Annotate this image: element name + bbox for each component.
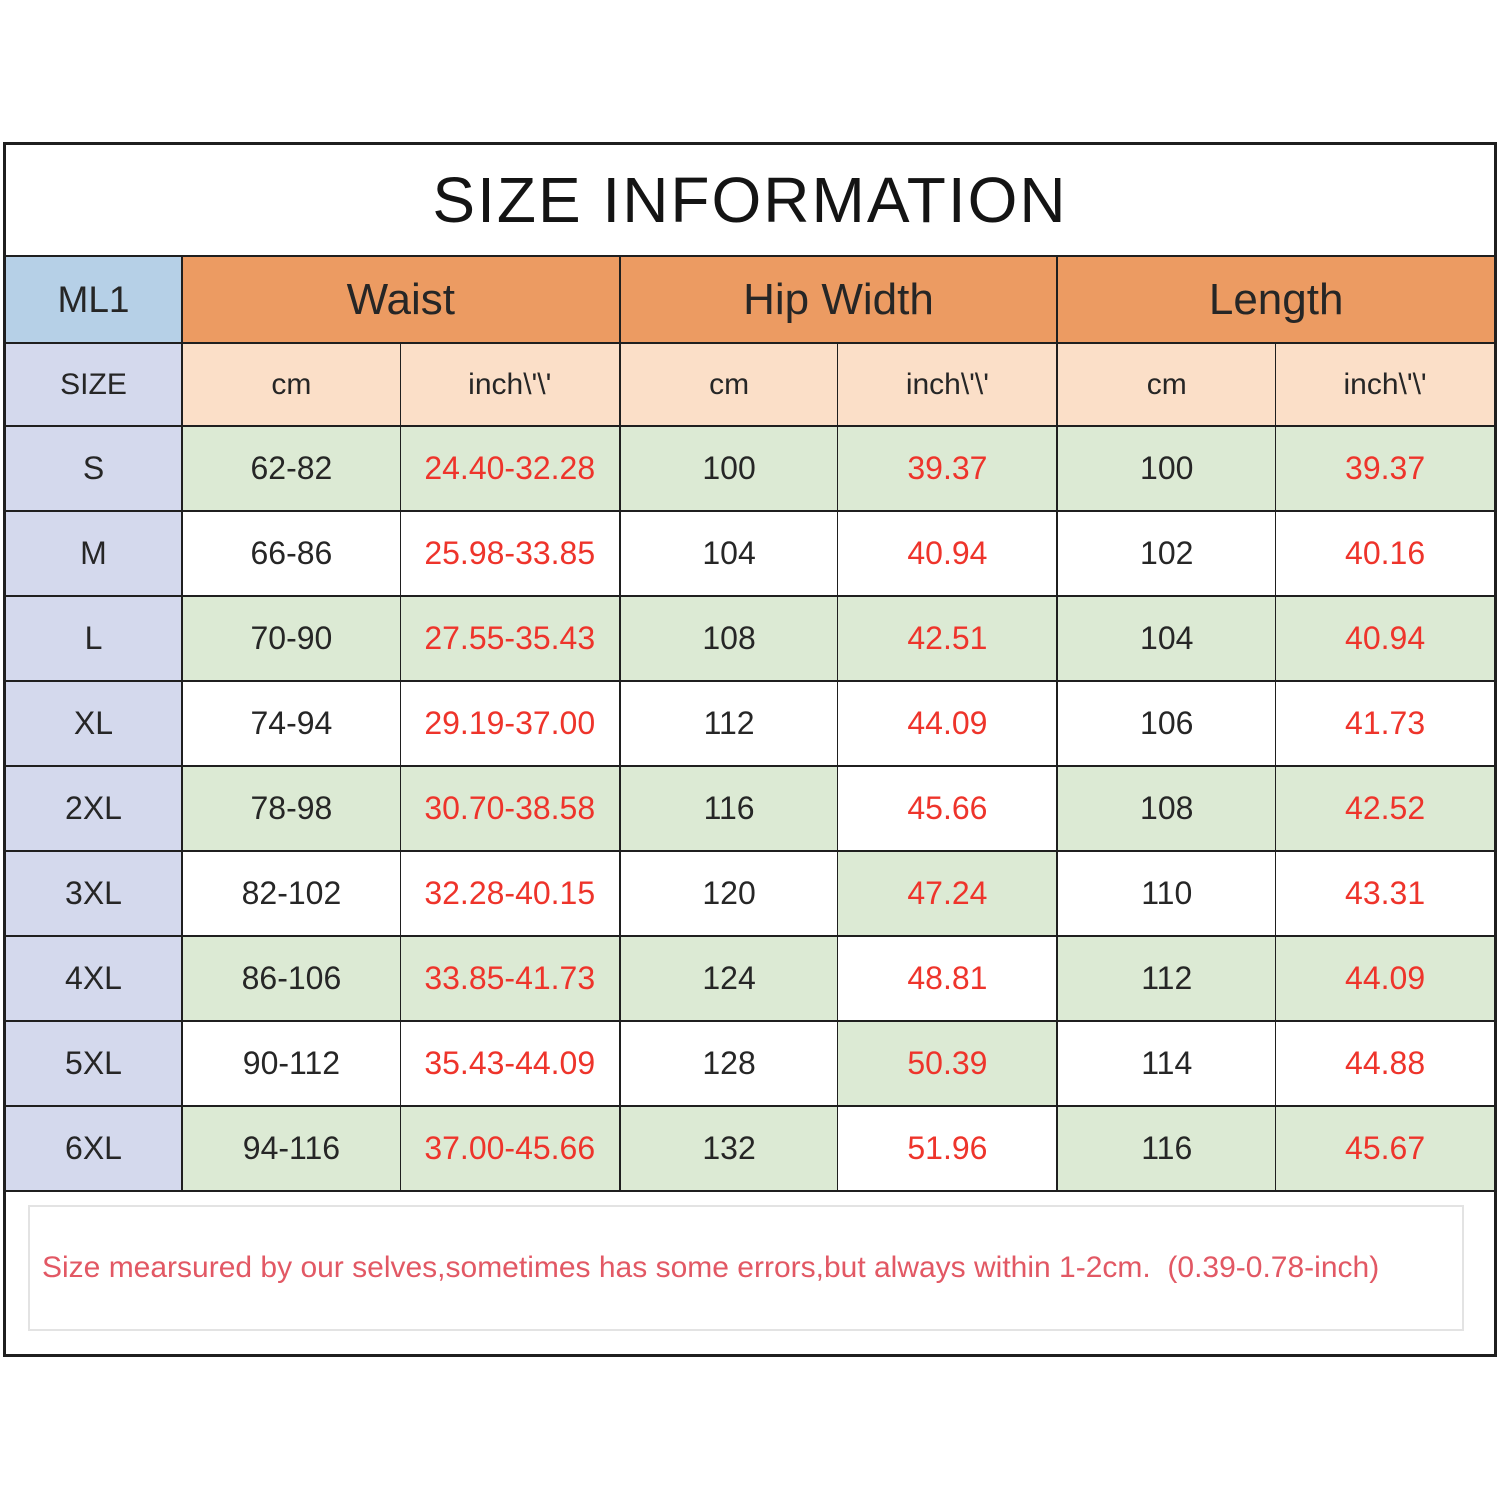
value-cell: 116 [1056,1105,1276,1190]
unit-header-hip-inch: inch\'\' [837,342,1057,425]
value-cell: 132 [618,1105,838,1190]
column-group-waist: Waist [181,257,619,342]
unit-header-waist-inch: inch\'\' [399,342,619,425]
value-cell: 100 [618,425,838,510]
value-cell: 82-102 [181,850,400,935]
table-corner-model-label: ML1 [6,257,181,342]
size-label-cell: L [6,595,181,680]
size-label-cell: 6XL [6,1105,181,1190]
unit-header-hip-cm: cm [618,342,838,425]
value-cell: 86-106 [181,935,400,1020]
column-group-hip-width: Hip Width [618,257,1057,342]
value-cell: 42.51 [837,595,1057,680]
value-cell: 112 [618,680,838,765]
value-cell: 104 [1056,595,1276,680]
value-cell: 43.31 [1275,850,1494,935]
value-cell: 112 [1056,935,1276,1020]
value-cell: 114 [1056,1020,1276,1105]
value-cell: 45.66 [837,765,1057,850]
value-cell: 62-82 [181,425,400,510]
value-cell: 116 [618,765,838,850]
value-cell: 27.55-35.43 [399,595,619,680]
value-cell: 50.39 [837,1020,1057,1105]
value-cell: 108 [618,595,838,680]
value-cell: 66-86 [181,510,400,595]
value-cell: 44.09 [837,680,1057,765]
value-cell: 40.16 [1275,510,1494,595]
value-cell: 104 [618,510,838,595]
size-label-cell: 2XL [6,765,181,850]
value-cell: 40.94 [837,510,1057,595]
value-cell: 102 [1056,510,1276,595]
value-cell: 39.37 [1275,425,1494,510]
value-cell: 39.37 [837,425,1057,510]
value-cell: 32.28-40.15 [399,850,619,935]
measurement-note: Size mearsured by our selves,sometimes h… [42,1251,1380,1284]
size-label-cell: M [6,510,181,595]
value-cell: 74-94 [181,680,400,765]
value-cell: 110 [1056,850,1276,935]
size-column-header: SIZE [6,342,181,425]
value-cell: 108 [1056,765,1276,850]
value-cell: 29.19-37.00 [399,680,619,765]
value-cell: 51.96 [837,1105,1057,1190]
size-chart-frame: SIZE INFORMATION ML1 Waist Hip Width Len… [3,142,1497,1357]
size-label-cell: S [6,425,181,510]
value-cell: 100 [1056,425,1276,510]
page-title: SIZE INFORMATION [432,164,1068,236]
value-cell: 42.52 [1275,765,1494,850]
value-cell: 41.73 [1275,680,1494,765]
column-group-length: Length [1056,257,1494,342]
unit-header-length-cm: cm [1056,342,1276,425]
value-cell: 48.81 [837,935,1057,1020]
value-cell: 128 [618,1020,838,1105]
size-label-cell: 4XL [6,935,181,1020]
value-cell: 30.70-38.58 [399,765,619,850]
value-cell: 24.40-32.28 [399,425,619,510]
value-cell: 78-98 [181,765,400,850]
value-cell: 44.88 [1275,1020,1494,1105]
unit-header-length-inch: inch\'\' [1275,342,1494,425]
title-band: SIZE INFORMATION [6,145,1494,257]
value-cell: 70-90 [181,595,400,680]
value-cell: 45.67 [1275,1105,1494,1190]
value-cell: 94-116 [181,1105,400,1190]
value-cell: 90-112 [181,1020,400,1105]
measurement-note-box: Size mearsured by our selves,sometimes h… [28,1205,1464,1331]
value-cell: 124 [618,935,838,1020]
value-cell: 120 [618,850,838,935]
unit-header-waist-cm: cm [181,342,400,425]
value-cell: 44.09 [1275,935,1494,1020]
size-label-cell: XL [6,680,181,765]
value-cell: 37.00-45.66 [399,1105,619,1190]
value-cell: 35.43-44.09 [399,1020,619,1105]
value-cell: 33.85-41.73 [399,935,619,1020]
size-table: ML1 Waist Hip Width Length SIZE cm inch\… [6,257,1494,1192]
size-label-cell: 3XL [6,850,181,935]
value-cell: 106 [1056,680,1276,765]
value-cell: 40.94 [1275,595,1494,680]
size-label-cell: 5XL [6,1020,181,1105]
value-cell: 47.24 [837,850,1057,935]
value-cell: 25.98-33.85 [399,510,619,595]
